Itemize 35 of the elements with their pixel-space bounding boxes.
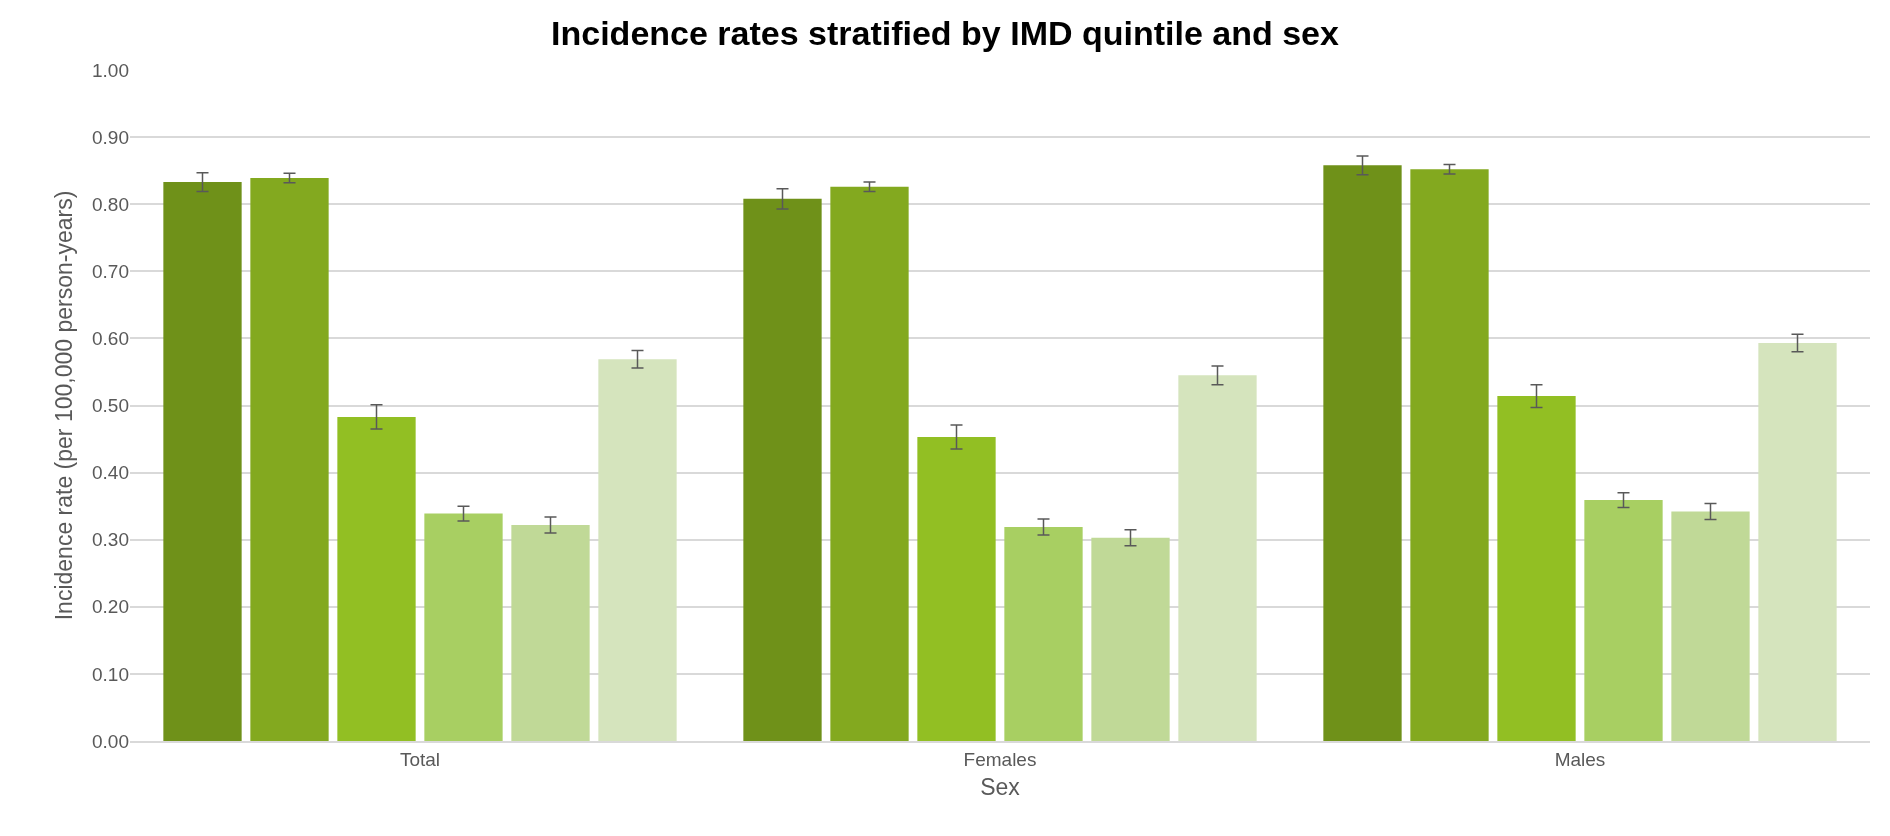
y-tick-label: 1.00	[92, 59, 129, 81]
bar	[1004, 526, 1083, 741]
bar	[1323, 165, 1402, 741]
bar	[511, 524, 590, 741]
y-tick-label: 0.60	[92, 328, 129, 350]
y-tick-label: 0.70	[92, 260, 129, 282]
bar	[337, 416, 416, 741]
y-axis-title: Incidence rate (per 100,000 person-years)	[51, 190, 78, 621]
chart-title: Incidence rates stratified by IMD quintile and sex	[551, 13, 1340, 52]
y-tick-label: 0.90	[92, 126, 129, 148]
y-tick-label: 0.20	[92, 596, 129, 618]
y-tick-label: 0.40	[92, 462, 129, 484]
y-tick-label: 0.10	[92, 663, 129, 685]
x-tick-label: Females	[963, 748, 1037, 770]
bar	[163, 182, 242, 741]
y-tick-label: 0.00	[92, 730, 129, 752]
bar	[424, 513, 503, 741]
bar	[830, 186, 909, 741]
y-tick-label: 0.80	[92, 193, 129, 215]
bar	[1091, 537, 1170, 741]
bar	[1497, 396, 1576, 741]
y-tick-label: 0.50	[92, 395, 129, 417]
y-tick-label: 0.30	[92, 529, 129, 551]
bar	[1758, 343, 1837, 741]
bar	[1178, 375, 1257, 741]
bar	[1671, 511, 1750, 741]
bar	[1410, 169, 1489, 741]
bar	[250, 178, 329, 741]
bar	[743, 198, 822, 741]
x-axis-title: Sex	[980, 773, 1021, 800]
x-tick-label: Males	[1554, 748, 1606, 770]
x-tick-label: Total	[399, 748, 441, 770]
bar	[917, 437, 996, 741]
bar	[598, 359, 677, 741]
bar	[1584, 500, 1663, 741]
